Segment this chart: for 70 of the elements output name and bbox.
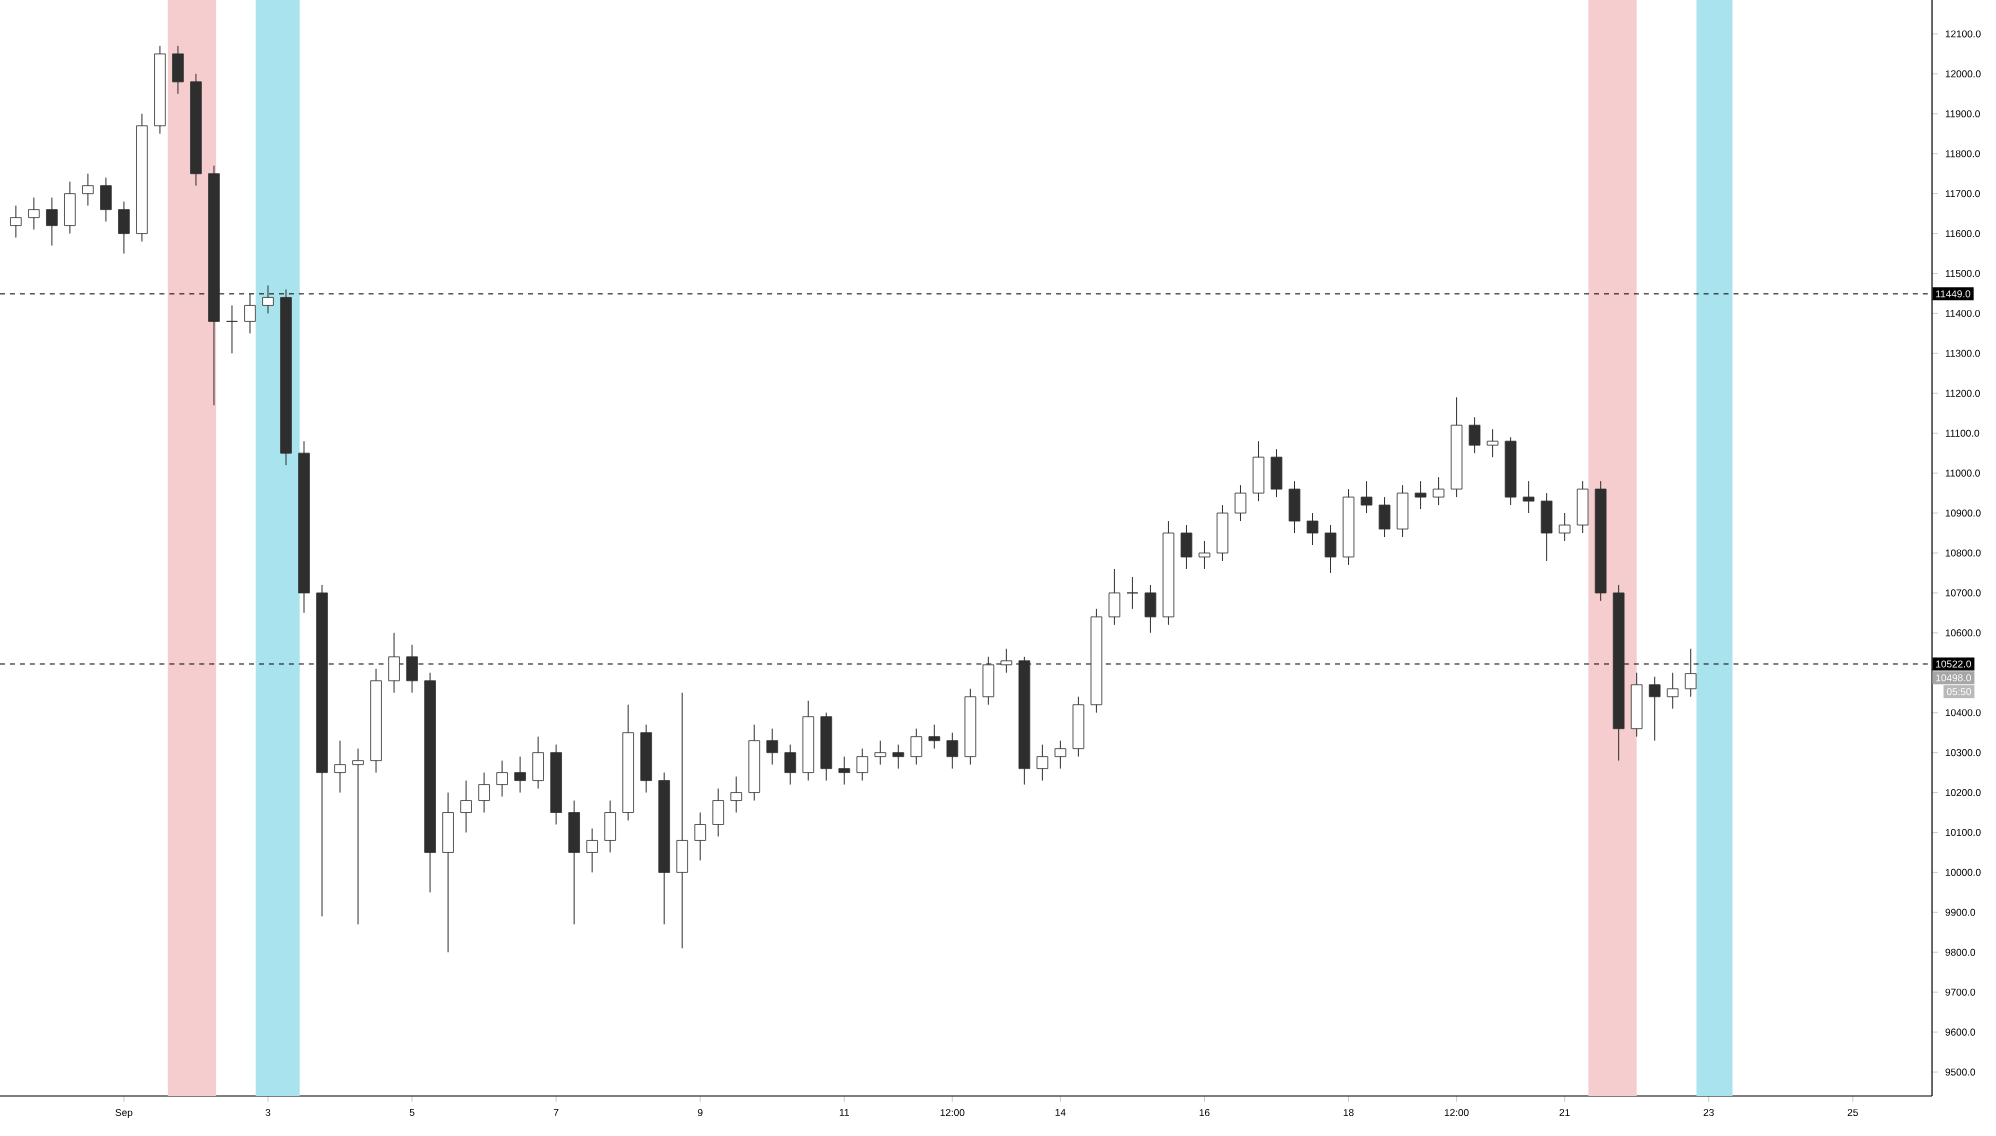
candlestick: [478, 772, 490, 814]
candlestick: [532, 736, 544, 790]
candlestick: [1576, 480, 1589, 534]
candlestick: [730, 776, 743, 814]
candlestick: [568, 800, 580, 925]
candlestick: [100, 177, 112, 223]
candlestick: [1234, 484, 1247, 522]
candlestick: [1306, 512, 1319, 546]
candlestick: [226, 304, 238, 354]
candlestick: [1378, 496, 1391, 538]
candlestick: [118, 201, 130, 255]
candlestick: [1432, 476, 1445, 506]
candlestick: [1324, 524, 1337, 574]
candlestick: [856, 748, 869, 782]
candlestick: [46, 197, 58, 247]
candlestick: [262, 284, 274, 314]
candlestick: [1648, 676, 1661, 742]
candlestick: [496, 760, 508, 798]
candlestick: [874, 740, 887, 766]
candlestick: [28, 197, 40, 231]
candlestick: [928, 724, 941, 750]
candlestick: [1108, 568, 1121, 626]
candlestick: [676, 692, 688, 949]
candlestick: [1468, 416, 1481, 454]
candlestick: [1144, 584, 1157, 634]
candlestick: [352, 748, 364, 925]
candlestick: [1072, 696, 1085, 758]
candlestick: [334, 740, 346, 794]
candlestick: [442, 792, 454, 953]
candlestick: [406, 644, 418, 694]
candlestick: [1036, 744, 1049, 782]
candlestick: [892, 744, 905, 770]
candlestick: [172, 45, 184, 95]
candlestick: [694, 812, 707, 861]
candlestick: [1270, 448, 1283, 498]
candlestick: [1216, 504, 1229, 562]
candlestick: [1126, 576, 1139, 610]
candlestick: [1414, 480, 1427, 510]
candlestick: [1000, 648, 1013, 674]
candlestick: [1522, 480, 1535, 514]
candlestick: [388, 632, 400, 694]
candlestick: [946, 732, 959, 770]
candlestick: [1558, 512, 1571, 542]
candlestick: [82, 173, 94, 207]
candlestick: [460, 780, 472, 833]
candlestick: [1540, 492, 1553, 562]
candlestick: [1360, 480, 1373, 514]
candlestick: [640, 724, 652, 794]
candlestick: [910, 728, 923, 766]
candlestick: [712, 788, 725, 837]
candlestick: [1486, 428, 1499, 458]
candlestick: [1180, 524, 1193, 570]
candlestick: [838, 756, 851, 786]
candlestick: [1054, 740, 1067, 770]
candlestick: [10, 205, 22, 239]
candlestick: [1288, 480, 1301, 534]
candlestick: [244, 292, 256, 334]
candlestick: [1198, 540, 1211, 570]
candlestick: [64, 181, 76, 235]
candlestick: [982, 656, 995, 706]
candlestick: [784, 744, 797, 786]
candlestick: [604, 800, 616, 853]
candlestick: [1396, 484, 1409, 538]
candlestick: [766, 728, 779, 766]
candlestick: [1252, 440, 1265, 502]
candlestick: [1630, 672, 1643, 738]
candlestick: [1684, 648, 1697, 698]
candlestick: [514, 756, 526, 794]
candlestick: [1666, 672, 1679, 710]
candlestick: [586, 827, 598, 873]
